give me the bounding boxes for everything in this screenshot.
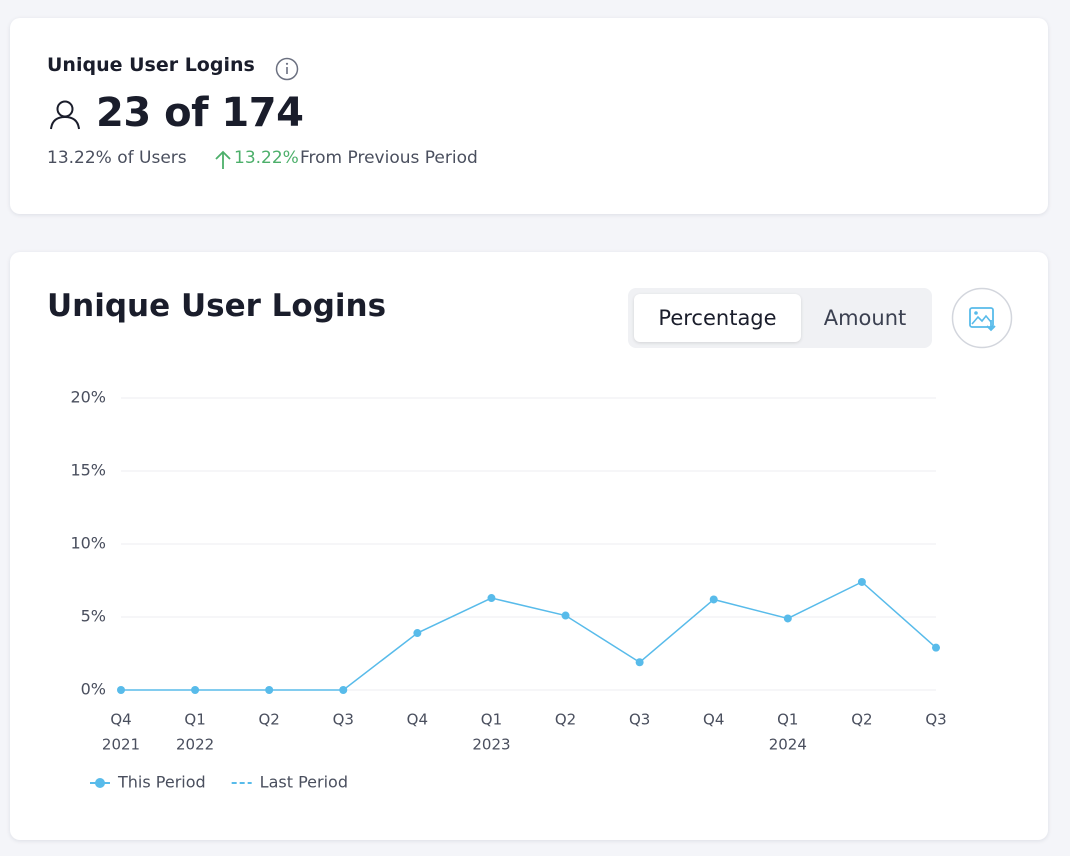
series-line bbox=[121, 581, 937, 691]
summary-share: 13.22% of Users bbox=[47, 148, 187, 168]
series-point bbox=[709, 595, 718, 604]
series-point bbox=[783, 614, 792, 623]
x-tick-label: Q2 bbox=[851, 711, 872, 729]
series-point bbox=[191, 686, 200, 694]
y-tick-label: 0% bbox=[81, 680, 106, 699]
series-point bbox=[117, 686, 125, 694]
series-point bbox=[857, 577, 866, 586]
x-tick-year: 2023 bbox=[472, 736, 510, 754]
y-tick-label: 5% bbox=[81, 607, 106, 626]
x-tick-year: 2024 bbox=[769, 736, 807, 754]
series-point bbox=[339, 686, 348, 694]
user-icon bbox=[50, 100, 80, 130]
x-tick-label: Q4 bbox=[110, 711, 131, 729]
legend-marker bbox=[95, 778, 105, 788]
summary-change-label: From Previous Period bbox=[300, 148, 478, 168]
toggle-group: Percentage Amount bbox=[628, 288, 932, 348]
chart-title: Unique User Logins bbox=[47, 288, 387, 324]
chart-card: 0% 5% 10% 15% 20% Q4 2021 Q1 2022 Q2 Q3 Q4 Q1 2023 Q2 Q… bbox=[10, 252, 1048, 840]
info-icon[interactable] bbox=[274, 56, 300, 82]
series-point bbox=[265, 686, 274, 694]
series-point bbox=[635, 658, 644, 667]
x-tick-year: 2021 bbox=[102, 736, 140, 754]
x-tick-label: Q1 bbox=[777, 711, 798, 729]
summary-value: 23 of 174 bbox=[96, 90, 304, 136]
series-point bbox=[932, 643, 940, 652]
y-tick-label: 15% bbox=[70, 461, 106, 480]
summary-change: 13.22% bbox=[234, 148, 299, 168]
x-tick-label: Q3 bbox=[925, 711, 946, 729]
toggle-option[interactable]: Percentage bbox=[634, 294, 801, 342]
legend-label: This Period bbox=[117, 773, 206, 792]
y-tick-label: 20% bbox=[70, 388, 106, 407]
x-tick-label: Q1 bbox=[184, 711, 205, 729]
x-tick-year: 2022 bbox=[176, 736, 214, 754]
chart: 0% 5% 10% 15% 20% Q4 2021 Q1 2022 Q2 Q3 Q4 Q1 2023 Q2 Q… bbox=[70, 388, 946, 792]
x-tick-label: Q2 bbox=[555, 711, 576, 729]
x-tick-label: Q3 bbox=[333, 711, 354, 729]
summary-card: Unique User Logins 23 of 174 13.22% of U… bbox=[10, 18, 1048, 214]
series-point bbox=[561, 611, 570, 620]
toggle-option[interactable]: Amount bbox=[823, 306, 907, 330]
x-tick-label: Q4 bbox=[703, 711, 724, 729]
x-tick-label: Q1 bbox=[481, 711, 502, 729]
series-point bbox=[487, 594, 496, 603]
series-point bbox=[413, 629, 422, 638]
download-image-button[interactable] bbox=[951, 287, 1013, 349]
up-arrow bbox=[215, 150, 231, 169]
x-tick-label: Q4 bbox=[407, 711, 428, 729]
legend-label: Last Period bbox=[260, 773, 348, 792]
y-tick-label: 10% bbox=[70, 534, 106, 553]
x-tick-label: Q3 bbox=[629, 711, 650, 729]
x-tick-label: Q2 bbox=[259, 711, 280, 729]
summary-title: Unique User Logins bbox=[47, 54, 255, 76]
